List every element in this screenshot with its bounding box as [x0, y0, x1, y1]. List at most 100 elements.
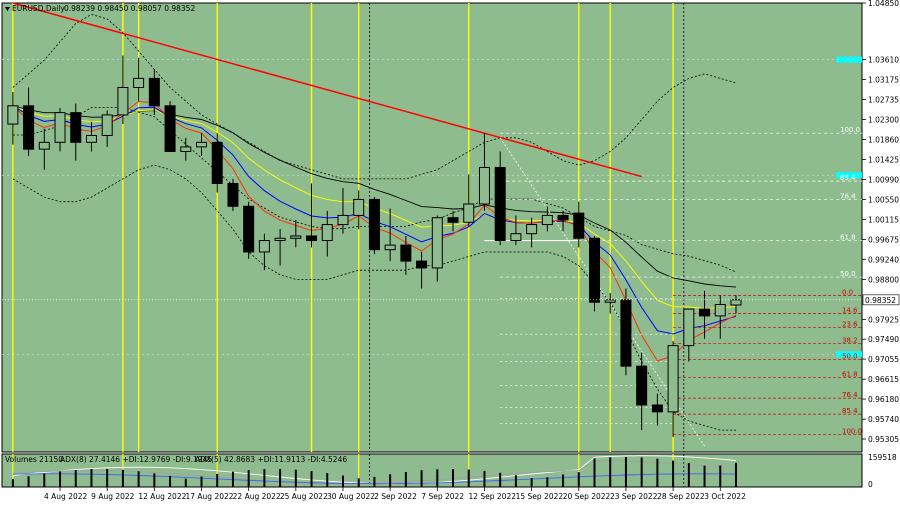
candle-body — [211, 141, 223, 184]
volume-min-label: 0 — [868, 480, 873, 489]
candle-body — [353, 198, 365, 216]
adx5-label: ADX(5) 42.8683 +DI:11.9113 -DI:4.5246 — [195, 455, 347, 464]
fib-level-label: 14.6 — [842, 307, 858, 315]
candle-body — [463, 203, 475, 223]
fib-level-label: 0.0 — [842, 288, 853, 296]
candle-body — [306, 235, 318, 242]
fib-top-label: 76.4 — [840, 192, 856, 200]
candle-body — [243, 205, 255, 253]
x-tick-label: 30 Aug 2022 — [327, 492, 375, 501]
candle-body — [7, 105, 19, 125]
candle-body — [180, 146, 192, 152]
x-tick-label: 4 Aug 2022 — [44, 492, 87, 501]
candle-body — [400, 244, 412, 262]
candle-body — [133, 77, 145, 89]
candle-body — [290, 235, 302, 239]
x-tick-label: 20 Sep 2022 — [563, 492, 611, 501]
y-tick-label: 1.01425 — [868, 155, 899, 164]
fib-top-label: 85.4 — [840, 174, 856, 182]
candle-body — [23, 105, 35, 150]
y-tick-label: 0.96615 — [868, 375, 899, 384]
y-tick-label: 0.97925 — [868, 315, 899, 324]
fib-level-label: 50.0 — [842, 352, 858, 360]
candle-body — [148, 77, 160, 107]
candle-body — [384, 244, 396, 251]
candle-body — [494, 166, 506, 242]
candle-body — [274, 237, 286, 242]
fib-top-label: 61.8 — [840, 234, 856, 242]
x-tick-label: 12 Sep 2022 — [468, 492, 516, 501]
fib-top-label: 50.0 — [840, 270, 856, 278]
candle-body — [447, 217, 459, 223]
y-tick-label: 0.99240 — [868, 255, 899, 264]
y-tick-label: 1.00550 — [868, 195, 899, 204]
fib-level-label: 38.2 — [842, 336, 858, 344]
candle-body — [101, 114, 113, 136]
x-tick-label: 25 Aug 2022 — [280, 492, 328, 501]
y-tick-label: 0.98800 — [868, 275, 899, 284]
candle-body — [196, 141, 207, 148]
y-tick-label: 1.00990 — [868, 175, 899, 184]
candle-body — [589, 237, 600, 303]
candle-body — [368, 198, 380, 251]
y-tick-label: 0.97055 — [868, 355, 899, 364]
x-tick-label: 23 Sep 2022 — [610, 492, 658, 501]
current-price-label: 0.98352 — [865, 296, 896, 305]
x-tick-label: 7 Sep 2022 — [421, 492, 464, 501]
y-tick-label: 1.03610 — [868, 56, 899, 65]
y-tick-label: 1.02300 — [868, 115, 899, 124]
y-tick-label: 1.02735 — [868, 96, 899, 105]
candle-body — [526, 224, 538, 235]
dropdown-triangle-icon[interactable] — [5, 7, 10, 11]
x-tick-label: 2 Sep 2022 — [374, 492, 417, 501]
y-tick-label: 0.97490 — [868, 335, 899, 344]
bollinger-lower — [12, 164, 736, 431]
current-price-box — [862, 294, 900, 306]
candle-body — [683, 308, 695, 347]
fib-level-label: 100.0 — [842, 428, 862, 436]
candle-body — [38, 141, 50, 150]
candle-body — [70, 112, 82, 143]
x-tick-label: 22 Aug 2022 — [233, 492, 281, 501]
symbol-label: EURUSD,Daily — [12, 4, 65, 13]
y-tick-label: 1.00115 — [868, 215, 899, 224]
candle-body — [541, 214, 553, 226]
x-tick-label: 28 Sep 2022 — [657, 492, 705, 501]
candle-body — [54, 112, 66, 143]
x-tick-label: 15 Sep 2022 — [516, 492, 564, 501]
candle-body — [573, 212, 585, 239]
candle-body — [227, 182, 239, 207]
fib-level-label: 61.8 — [842, 371, 858, 379]
candle-body — [699, 308, 711, 317]
candle-body — [604, 299, 616, 303]
volume-max-label: 159518 — [868, 453, 897, 462]
fib-level-label: 76.4 — [842, 391, 858, 399]
indicator-panel — [1, 453, 863, 488]
x-tick-label: 17 Aug 2022 — [186, 492, 234, 501]
y-tick-label: 1.01860 — [868, 136, 899, 145]
candle-body — [85, 134, 97, 143]
candle-body — [321, 224, 333, 242]
trendline-red — [12, 2, 642, 178]
y-tick-label: 1.04850 — [868, 0, 899, 8]
candle-body — [164, 105, 176, 152]
candle-body — [636, 365, 648, 406]
volumes-label: Volumes 21150 — [5, 455, 63, 464]
adx8-label: ADX(8) 27.4146 +DI:12.9769 -DI:9.1945 — [60, 455, 212, 464]
fib-level-label: 85.4 — [842, 407, 858, 415]
x-tick-label: 9 Aug 2022 — [91, 492, 134, 501]
fib-top-label: 100.0 — [840, 126, 860, 134]
candle-body — [620, 299, 632, 367]
candle-body — [510, 233, 522, 242]
fib-level-label: 23.6 — [842, 320, 858, 328]
candle-body — [557, 214, 569, 221]
candle-body — [651, 404, 663, 413]
candle-body — [667, 345, 679, 413]
y-tick-label: 0.99675 — [868, 235, 899, 244]
candle-body — [258, 240, 270, 253]
candle-body — [478, 166, 490, 205]
y-tick-label: 0.95305 — [868, 435, 899, 444]
x-tick-label: 3 Oct 2022 — [704, 492, 746, 501]
candle-body — [730, 299, 742, 306]
